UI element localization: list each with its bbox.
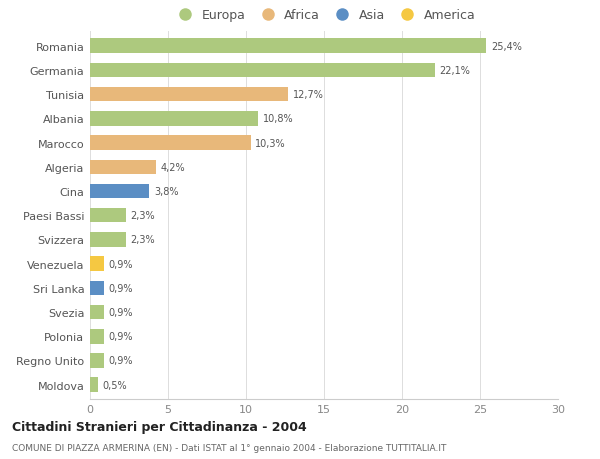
Text: 0,9%: 0,9%: [109, 308, 133, 317]
Bar: [90, 136, 251, 151]
Text: 2,3%: 2,3%: [131, 235, 155, 245]
Text: 4,2%: 4,2%: [160, 162, 185, 173]
Bar: [90, 208, 126, 223]
Text: 10,8%: 10,8%: [263, 114, 294, 124]
Bar: [90, 329, 104, 344]
Text: 0,9%: 0,9%: [109, 259, 133, 269]
Text: 0,5%: 0,5%: [103, 380, 127, 390]
Bar: [90, 305, 104, 319]
Bar: [90, 88, 288, 102]
Bar: [90, 160, 155, 175]
Text: 25,4%: 25,4%: [491, 42, 522, 51]
Bar: [90, 63, 435, 78]
Text: 0,9%: 0,9%: [109, 331, 133, 341]
Bar: [90, 233, 126, 247]
Bar: [90, 257, 104, 271]
Bar: [90, 353, 104, 368]
Bar: [90, 185, 149, 199]
Text: 0,9%: 0,9%: [109, 356, 133, 366]
Text: 2,3%: 2,3%: [131, 211, 155, 221]
Text: COMUNE DI PIAZZA ARMERINA (EN) - Dati ISTAT al 1° gennaio 2004 - Elaborazione TU: COMUNE DI PIAZZA ARMERINA (EN) - Dati IS…: [12, 443, 446, 452]
Bar: [90, 378, 98, 392]
Text: 10,3%: 10,3%: [256, 138, 286, 148]
Bar: [90, 112, 259, 126]
Bar: [90, 39, 486, 54]
Text: 12,7%: 12,7%: [293, 90, 323, 100]
Text: 22,1%: 22,1%: [439, 66, 470, 76]
Text: Cittadini Stranieri per Cittadinanza - 2004: Cittadini Stranieri per Cittadinanza - 2…: [12, 420, 307, 433]
Legend: Europa, Africa, Asia, America: Europa, Africa, Asia, America: [173, 9, 475, 22]
Text: 3,8%: 3,8%: [154, 186, 178, 196]
Bar: [90, 281, 104, 296]
Text: 0,9%: 0,9%: [109, 283, 133, 293]
